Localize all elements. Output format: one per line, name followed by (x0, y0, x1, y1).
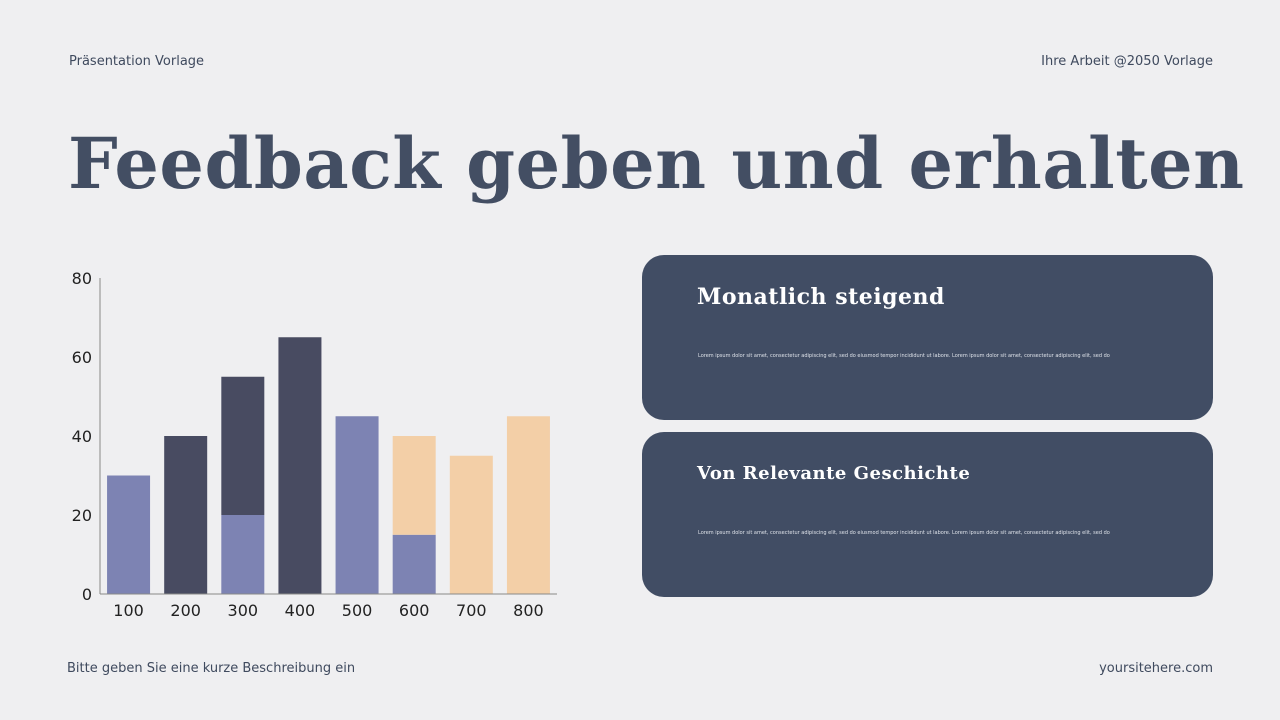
x-tick-label: 100 (113, 601, 144, 620)
page-title: Feedback geben und erhalten (68, 122, 1245, 205)
y-tick-label: 0 (82, 585, 92, 604)
header-right: Ihre Arbeit @2050 Vorlage (1041, 54, 1213, 69)
bar-chart: 100 200 300 400 500 600 700 800 0 20 40 60 80 (72, 269, 557, 620)
y-tick-label: 20 (72, 506, 92, 525)
footer-right: yoursitehere.com (1099, 661, 1213, 676)
bar-segment (449, 455, 493, 594)
y-tick-label: 40 (72, 427, 92, 446)
bar-segment (278, 337, 322, 594)
footer-left: Bitte geben Sie eine kurze Beschreibung … (67, 661, 356, 676)
bar-segment (392, 534, 436, 594)
card-text: Lorem ipsum dolor sit amet, consectetur … (698, 530, 1110, 536)
bar-segment (164, 436, 208, 594)
bar-segment (506, 416, 550, 594)
x-tick-label: 300 (228, 601, 259, 620)
bar-segment (221, 515, 265, 594)
y-tick-label: 80 (72, 269, 92, 288)
x-tick-label: 700 (456, 601, 487, 620)
x-tick-label: 200 (170, 601, 201, 620)
bar-segment (107, 475, 151, 594)
card-title: Von Relevante Geschichte (697, 463, 971, 484)
bar-segment (392, 436, 436, 535)
x-tick-label: 400 (285, 601, 316, 620)
x-tick-label: 800 (513, 601, 544, 620)
card-title: Monatlich steigend (697, 284, 945, 310)
header-left: Präsentation Vorlage (69, 54, 205, 69)
x-tick-label: 600 (399, 601, 430, 620)
card-history: Von Relevante Geschichte Lorem ipsum dol… (642, 432, 1213, 597)
bar-segment (221, 376, 265, 515)
y-tick-label: 60 (72, 348, 92, 367)
x-tick-label: 500 (342, 601, 373, 620)
bar-segment (335, 416, 379, 594)
card-monthly: Monatlich steigend Lorem ipsum dolor sit… (642, 255, 1213, 420)
card-text: Lorem ipsum dolor sit amet, consectetur … (698, 353, 1110, 359)
